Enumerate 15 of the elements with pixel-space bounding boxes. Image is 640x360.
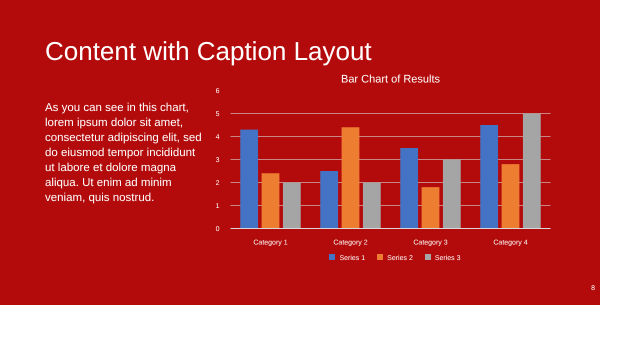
bar: [282, 182, 301, 228]
bar: [400, 148, 418, 228]
bar: [442, 160, 461, 228]
text: Content with Caption Layout: [45, 35, 372, 68]
bar: [320, 171, 338, 228]
bar: [522, 114, 541, 228]
chart-title: Bar Chart of Results: [340, 74, 441, 86]
bar: [422, 187, 440, 228]
text: As you can see in this chart, lorem ipsum dolor sit amet, consectetur adipiscing elit, sed do eiusmod tempor incididunt ut labore et dolore magna aliqua. Ut enim ad minim veniam, quis nostrud.: [45, 101, 203, 206]
bar: [362, 182, 381, 228]
bar: [502, 164, 520, 228]
bar: [342, 127, 360, 228]
bar: [480, 125, 498, 228]
bar: [262, 173, 280, 228]
bar: [240, 130, 258, 228]
